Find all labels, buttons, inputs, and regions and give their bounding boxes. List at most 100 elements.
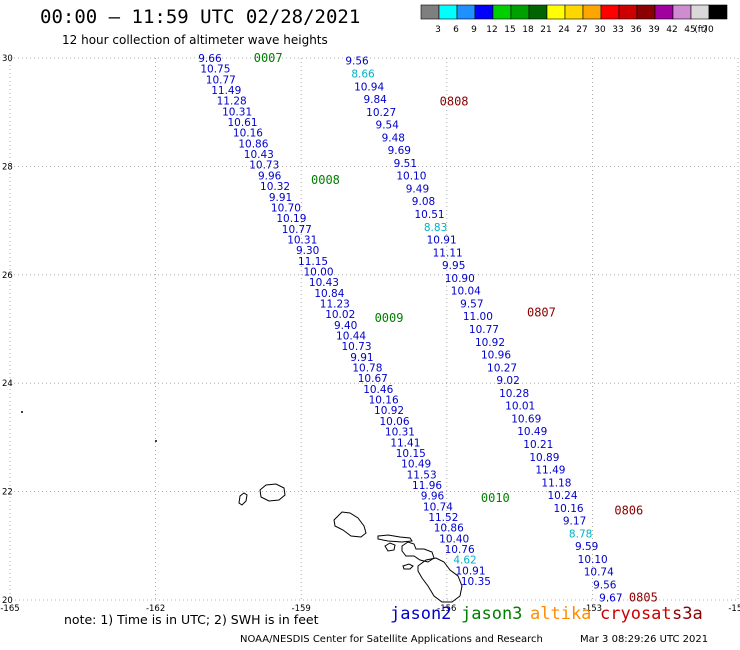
lat-tick-label: 24 [2,379,13,389]
wave-height-value: 10.16 [233,128,263,140]
page-title: 00:00 – 11:59 UTC 02/28/2021 [40,6,361,28]
wave-height-value: 10.16 [369,395,399,407]
wave-height-value: 11.49 [535,465,565,477]
wave-height-value: 10.70 [271,202,301,214]
pass-number-label: 0808 [440,94,469,108]
page-subtitle: 12 hour collection of altimeter wave hei… [62,33,328,47]
wave-height-value: 10.10 [578,554,608,566]
lon-tick-label: -150 [728,604,740,614]
wave-height-value: 9.91 [350,352,373,364]
pass-number-label: 0805 [629,590,658,604]
island-kauai [259,483,286,502]
wave-height-value: 9.17 [563,516,586,528]
lat-tick-label: 20 [2,596,13,606]
colorbar-swatch [708,4,728,20]
wave-height-value: 10.78 [352,363,382,375]
wave-height-value: 10.94 [354,81,384,93]
wave-height-value: 10.73 [341,341,371,353]
wave-height-value: 9.02 [496,375,519,387]
colorbar-label: 33 [612,25,623,35]
colorbar-label: 18 [522,25,534,35]
colorbar-label: 30 [594,25,606,35]
wave-height-value: 10.35 [461,576,491,588]
pass-number-label: 0008 [311,173,340,187]
note-text: note: 1) Time is in UTC; 2) SWH is in fe… [64,612,319,627]
wave-height-value: 10.77 [469,324,499,336]
wave-height-value: 10.16 [554,503,584,515]
wave-height-value: 9.49 [406,183,429,195]
lon-tick-label: -156 [437,604,456,614]
wave-height-value: 10.10 [396,171,426,183]
wave-height-value: 10.31 [385,427,415,439]
legend-item-jason2: jason2 [390,604,452,624]
wave-height-value: 10.31 [222,106,252,118]
wave-height-value: 9.54 [376,120,400,132]
colorbar-label: 27 [576,25,587,35]
wave-height-value: 10.61 [227,117,257,129]
wave-height-value: 10.51 [415,209,445,221]
island-niihau [238,492,248,506]
wave-height-value: 10.21 [523,439,553,451]
wave-height-value: 11.28 [217,96,247,108]
wave-height-value: 10.73 [249,160,279,172]
wave-height-value: 10.49 [401,459,431,471]
colorbar-label: 70 [702,25,714,35]
colorbar-unit: (ft) [694,25,708,35]
wave-height-value: 9.96 [421,491,445,503]
wave-height-value: 9.69 [388,145,411,157]
legend-item-s3a: s3a [672,604,703,624]
island-hawaii [417,557,463,603]
wave-height-value: 10.19 [276,213,306,225]
lon-tick-label: -165 [0,604,19,614]
map-grid [9,57,739,601]
wave-height-value: 9.57 [460,298,483,310]
colorbar-label: 15 [504,25,515,35]
wave-height-value: 10.77 [282,224,312,236]
colorbar-label: 21 [540,25,551,35]
wave-height-value: 10.77 [206,74,236,86]
wave-height-value: 11.23 [320,299,350,311]
wave-height-value: 10.44 [336,331,366,343]
wave-height-value: 11.96 [412,480,442,492]
lat-tick-label: 28 [2,162,13,172]
axis-ticks: -165 -162 -159 -156 -153 -150 20 22 24 26 28 30 [0,54,740,614]
wave-height-value: 10.32 [260,181,290,193]
legend-item-altika: altika [530,604,592,624]
wave-height-value: 10.43 [309,277,339,289]
wave-height-value: 9.56 [593,580,617,592]
wave-height-value: 9.51 [394,158,417,170]
wave-height-value: 10.04 [451,286,481,298]
wave-height-value: 9.56 [345,56,369,68]
map-frame [9,57,739,601]
pass-number-label: 0806 [614,504,643,518]
pass-number-label: 0010 [481,491,510,505]
wave-height-value: 9.91 [269,192,292,204]
wave-height-value: 10.86 [434,523,464,535]
colorbar-label: 36 [630,25,642,35]
wave-height-value: 10.91 [455,565,485,577]
wave-height-value: 9.67 [599,592,622,604]
lon-tick-label: -153 [583,604,602,614]
wave-height-value: 10.49 [517,426,547,438]
credit-text: NOAA/NESDIS Center for Satellite Applica… [240,634,543,645]
colorbar-label: 3 [435,25,441,35]
wave-height-value: 11.52 [428,512,458,524]
wave-height-value: 10.92 [475,337,505,349]
wave-height-value: 9.95 [442,260,465,272]
island-kahoolawe [402,563,414,570]
lat-tick-label: 26 [2,271,13,281]
legend-item-jason3: jason3 [461,604,523,624]
wave-height-value: 9.48 [382,132,405,144]
wave-height-value: 8.78 [569,528,592,540]
wave-height-value: 10.43 [244,149,274,161]
legend-item-cryosat: cryosat [600,604,672,624]
wave-height-value: 10.27 [366,107,396,119]
lat-tick-label: 22 [2,488,13,498]
pass-number-label: 0807 [527,306,556,320]
colorbar-label: 9 [471,25,477,35]
pass-number-label: 0007 [254,51,283,65]
wave-height-value: 10.06 [379,416,409,428]
wave-height-value: 10.89 [529,452,559,464]
wave-height-value: 10.96 [481,350,511,362]
wave-height-value: 11.53 [407,469,437,481]
